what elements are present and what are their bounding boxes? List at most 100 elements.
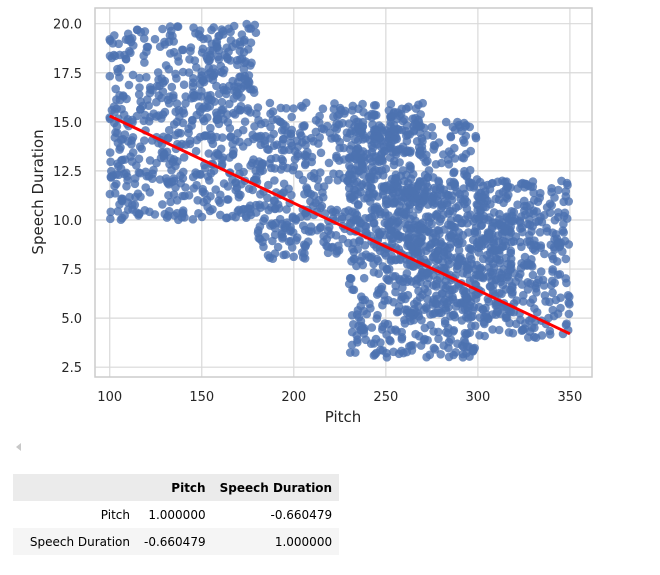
scatter-point	[540, 249, 549, 259]
scatter-point	[393, 187, 403, 196]
scatter-point	[239, 167, 248, 177]
scatter-point	[216, 61, 226, 71]
scatter-point	[386, 256, 396, 266]
scatter-point	[339, 143, 349, 153]
scatter-point	[455, 189, 465, 199]
scatter-point	[450, 182, 460, 192]
scatter-point	[548, 288, 557, 298]
scatter-point	[370, 350, 380, 359]
scatter-point	[525, 201, 535, 210]
scatter-point	[260, 214, 269, 223]
scatter-point	[208, 46, 218, 55]
correlation-table: Pitch Speech Duration Pitch 1.000000 -0.…	[13, 474, 340, 555]
scroll-left-icon[interactable]	[16, 443, 21, 451]
scatter-point	[432, 276, 442, 285]
scatter-point	[435, 185, 445, 194]
scatter-point	[516, 315, 525, 325]
scatter-point	[272, 140, 282, 149]
scatter-point	[478, 254, 488, 264]
scatter-point	[167, 82, 177, 92]
scatter-point	[358, 260, 368, 270]
index-header	[13, 474, 137, 501]
scatter-point	[401, 294, 410, 304]
scatter-point	[165, 31, 175, 40]
scatter-point	[347, 340, 357, 350]
scatter-point	[412, 137, 422, 146]
plot-frame	[94, 7, 593, 378]
scatter-point	[424, 217, 434, 227]
scatter-point	[229, 146, 238, 155]
scatter-point	[511, 277, 520, 287]
scatter-point	[380, 218, 390, 228]
scatter-point	[236, 190, 245, 200]
scatter-point	[505, 214, 514, 224]
scatter-point	[489, 263, 499, 273]
scatter-point	[231, 212, 240, 222]
regression-line	[109, 114, 571, 336]
scatter-point	[439, 249, 448, 259]
scatter-point	[233, 128, 243, 138]
scatter-point	[397, 346, 406, 356]
scatter-point	[390, 135, 399, 145]
scatter-point	[226, 132, 235, 142]
scatter-point	[140, 58, 149, 67]
scatter-point	[491, 253, 501, 263]
scatter-point	[214, 55, 224, 64]
y-tick-label: 2.5	[61, 361, 82, 376]
scatter-point	[374, 269, 384, 279]
scatter-point	[136, 27, 146, 37]
scatter-point	[504, 328, 514, 337]
scatter-point	[396, 255, 405, 265]
scatter-point	[260, 118, 270, 128]
scatter-point	[158, 87, 168, 96]
y-axis-label: Speech Duration	[29, 129, 47, 254]
scatter-point	[440, 295, 450, 305]
scatter-point	[302, 183, 311, 192]
scatter-point	[413, 238, 422, 247]
scatter-point	[554, 212, 563, 222]
scatter-point	[488, 178, 497, 188]
scatter-point	[433, 196, 443, 205]
scatter-point	[166, 49, 175, 58]
scatter-point	[501, 192, 511, 202]
scatter-point	[436, 350, 446, 359]
scatter-point	[306, 171, 316, 181]
scatter-point	[160, 209, 170, 219]
scatter-point	[397, 104, 407, 114]
scatter-point	[106, 214, 115, 224]
x-axis-label: Pitch	[325, 408, 362, 426]
scatter-point	[158, 24, 167, 34]
scatter-point	[371, 165, 380, 175]
scatter-point	[459, 135, 468, 145]
scatter-point	[109, 102, 119, 111]
scatter-point	[173, 22, 182, 31]
scatter-point	[439, 150, 448, 159]
scatter-point	[140, 136, 149, 145]
scatter-point	[311, 116, 321, 125]
scatter-point	[300, 254, 310, 263]
scatter-point	[174, 128, 183, 138]
scatter-point	[318, 104, 328, 113]
scatter-point	[277, 145, 287, 155]
scatter-point	[455, 254, 465, 263]
scatter-point	[557, 176, 566, 186]
scatter-point	[367, 147, 377, 157]
scatter-point	[408, 211, 418, 220]
scatter-point	[228, 139, 237, 149]
scatter-point	[437, 308, 446, 318]
scatter-point	[265, 98, 275, 108]
scatter-point	[132, 111, 142, 121]
scatter-point	[115, 145, 124, 154]
scatter-point	[439, 341, 449, 350]
scatter-point	[412, 279, 421, 289]
scatter-point	[292, 236, 301, 245]
scatter-point	[394, 234, 404, 244]
scatter-point	[409, 299, 419, 309]
scatter-point	[124, 80, 134, 90]
scatter-point	[549, 254, 558, 264]
scatter-point	[349, 285, 359, 295]
scatter-point	[152, 97, 161, 107]
scatter-point	[380, 208, 390, 217]
scatter-point	[329, 112, 338, 122]
scatter-point	[353, 144, 363, 154]
